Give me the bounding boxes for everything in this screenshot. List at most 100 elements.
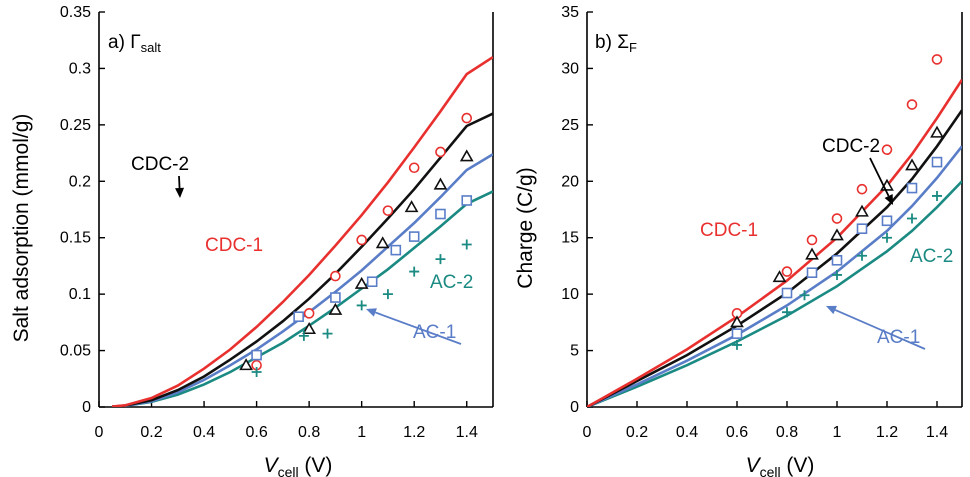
panel-a-point-cdc-1 [303, 308, 315, 319]
panel-a-point-cdc-2 [239, 358, 253, 371]
panel-b-point-ac-1 [881, 215, 893, 227]
panel-b-point-cdc-2 [930, 125, 944, 138]
panel-a-y-tick-label: 0.2 [69, 173, 91, 190]
panel-b-y-tick-label: 20 [561, 173, 579, 190]
panel-b-x-tick-label: 1 [833, 424, 842, 441]
panel-a-point-ac-2 [251, 367, 262, 378]
panel-a-salt-adsorption: 0 0.2 0.4 0.6 0.8 1 1.2 1.4 0 0.05 0.1 0.15 0.2 0.25 0… [10, 4, 494, 477]
panel-a-point-ac-2 [461, 239, 472, 250]
panel-b-point-ac-2 [907, 213, 917, 224]
panel-a-x-tick-label: 0.6 [245, 424, 267, 441]
panel-a-point-cdc-2 [302, 322, 317, 335]
panel-b-arrow-ac-1 [834, 309, 926, 350]
panel-b-y-axis-label: Charge (C/g) [514, 167, 537, 288]
panel-a-plot-area: 0 0.2 0.4 0.6 0.8 1 1.2 1.4 0 0.05 0.1 0.15 0.2 0.25 0… [60, 4, 494, 441]
panel-b-arrowhead-ac-1 [826, 305, 837, 315]
panel-b-point-ac-2 [732, 339, 742, 350]
panel-b-point-cdc-1 [856, 183, 868, 195]
panel-b-curve-ac-1 [587, 145, 962, 407]
panel-a-x-tick-label: 1.2 [403, 424, 425, 441]
panel-a-x-tick-label: 0.4 [193, 424, 215, 441]
panel-a-title: a) Γsalt [108, 32, 161, 55]
panel-b-point-cdc-1 [806, 234, 818, 246]
panel-b-point-ac-2 [857, 250, 867, 261]
panel-a-point-ac-1 [390, 244, 402, 256]
panel-b-point-cdc-2 [830, 228, 844, 241]
panel-a-arrow-cdc-2 [178, 175, 181, 189]
panel-b-arrowhead-cdc-2 [884, 194, 893, 205]
panel-a-point-ac-2 [382, 289, 393, 300]
panel-a-point-ac-1 [461, 195, 473, 206]
panel-b-point-ac-1 [731, 328, 743, 339]
panel-b-curve-cdc-2 [587, 109, 962, 407]
panel-a-y-tick-label: 0.1 [69, 286, 91, 303]
panel-a-arrowhead-ac-1 [366, 308, 377, 317]
panel-b-point-cdc-2 [772, 270, 787, 283]
panel-a-point-cdc-1 [330, 270, 341, 282]
panel-b-x-tick-label: 0.6 [726, 424, 748, 441]
panel-b-y-tick-label: 25 [561, 117, 579, 134]
panel-a-curve-ac-2 [112, 190, 493, 407]
panel-b-point-ac-2 [832, 269, 842, 280]
panel-b-point-cdc-1 [881, 144, 893, 155]
panel-a-x-tick-label: 1.4 [456, 424, 478, 441]
panel-b-label-ac-2: AC-2 [910, 246, 953, 267]
panel-b-x-tick-label: 1.2 [876, 424, 898, 441]
panel-a-point-cdc-1 [382, 205, 394, 216]
panel-a-point-ac-1 [408, 231, 420, 242]
panel-a-label-ac-2: AC-2 [430, 272, 473, 293]
panel-b-arrow-cdc-2 [869, 157, 890, 197]
panel-a-arrowhead-cdc-2 [175, 187, 185, 198]
panel-b-point-cdc-2 [855, 204, 869, 217]
panel-b-point-ac-2 [782, 307, 792, 318]
panel-b-x-axis-label: Vcell (V) [746, 454, 815, 477]
panel-a-x-tick-label: 0.8 [298, 424, 320, 441]
panel-b-point-cdc-2 [730, 315, 744, 328]
panel-a-point-ac-2 [356, 300, 367, 311]
panel-b-y-tick-label: 10 [561, 286, 579, 303]
panel-a-point-cdc-1 [408, 162, 420, 174]
panel-a-y-axis-label: Salt adsorption (mmol/g) [10, 114, 33, 343]
panel-a-y-tick-label: 0.3 [69, 60, 91, 77]
panel-a-point-ac-2 [435, 254, 446, 265]
panel-a-y-tick-label: 0 [82, 399, 91, 416]
panel-a-point-ac-2 [298, 330, 309, 341]
panel-a-x-axis-label: Vcell (V) [264, 454, 333, 477]
panel-a-point-ac-1 [366, 276, 378, 288]
panel-a-point-cdc-2 [433, 177, 448, 190]
panel-b-x-tick-label: 1.4 [926, 424, 948, 441]
panel-b-point-ac-1 [906, 182, 918, 194]
panel-b-title: b) ΣF [595, 32, 637, 55]
panel-a-point-cdc-2 [459, 149, 474, 162]
panel-a-point-ac-1 [435, 208, 446, 220]
panel-b-curve-cdc-1 [587, 78, 962, 407]
panel-b-y-tick-label: 0 [570, 399, 579, 416]
panel-b-point-ac-1 [931, 156, 943, 168]
panel-a-label-cdc-1: CDC-1 [205, 235, 263, 256]
panel-b-point-ac-2 [932, 190, 942, 201]
panel-b-point-ac-2 [799, 290, 810, 301]
panel-a-label-cdc-2: CDC-2 [131, 154, 189, 175]
panel-b-y-tick-label: 35 [561, 4, 579, 21]
panel-a-point-cdc-2 [328, 302, 343, 315]
panel-a-arrow-ac-1 [375, 311, 462, 345]
panel-a-point-ac-1 [251, 349, 262, 361]
panel-a-point-cdc-1 [435, 146, 446, 158]
panel-b-point-ac-1 [831, 254, 843, 266]
panel-a-point-ac-1 [330, 292, 341, 303]
panel-b-y-tick-label: 5 [570, 343, 579, 360]
panel-a-y-tick-label: 0.05 [60, 343, 91, 360]
panel-b-point-ac-1 [781, 287, 793, 299]
panel-a-point-cdc-2 [354, 276, 369, 289]
panel-b-point-cdc-1 [931, 54, 943, 65]
panel-b-plot-area: 0 0.2 0.4 0.6 0.8 1 1.2 1.4 0 5 10 15 20 25 30 35 CDC-2 C… [561, 4, 963, 441]
panel-b-x-tick-label: 0.8 [776, 424, 798, 441]
panel-b-label-cdc-1: CDC-1 [700, 220, 758, 241]
panel-a-x-tick-label: 0.2 [140, 424, 162, 441]
panel-b-point-cdc-1 [781, 266, 793, 277]
panel-b-y-tick-label: 30 [561, 60, 579, 77]
panel-a-point-cdc-2 [375, 236, 390, 249]
panel-b-point-cdc-2 [805, 247, 819, 260]
panel-b-y-tick-label: 15 [561, 230, 579, 247]
panel-a-point-ac-1 [293, 311, 304, 323]
